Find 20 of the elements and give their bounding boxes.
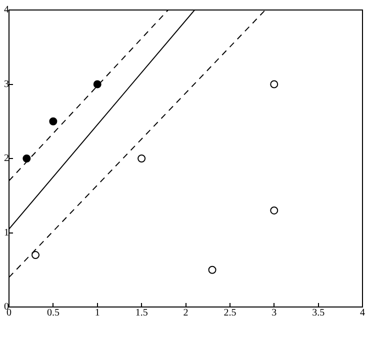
x-tick-label: 3 [272, 308, 277, 319]
x-tick-label: 0.5 [46, 308, 60, 319]
point [32, 251, 40, 260]
point [49, 117, 58, 126]
y-tick-label: 1 [4, 227, 9, 238]
x-tick-label: 1.5 [135, 308, 148, 319]
y-tick-label: 3 [4, 78, 9, 90]
point [208, 266, 216, 274]
x-tick-label: 4 [360, 308, 365, 319]
point [22, 154, 31, 162]
point [93, 80, 102, 88]
point [138, 154, 146, 162]
x-tick-label: 3.5 [312, 308, 325, 319]
point [270, 206, 278, 214]
y-tick-label: 2 [4, 153, 9, 164]
point [270, 80, 278, 88]
y-tick-label: 4 [4, 4, 9, 16]
x-tick-label: 1 [94, 308, 100, 319]
x-tick-label: 2 [183, 308, 188, 319]
x-tick-label: 2.5 [224, 308, 236, 319]
